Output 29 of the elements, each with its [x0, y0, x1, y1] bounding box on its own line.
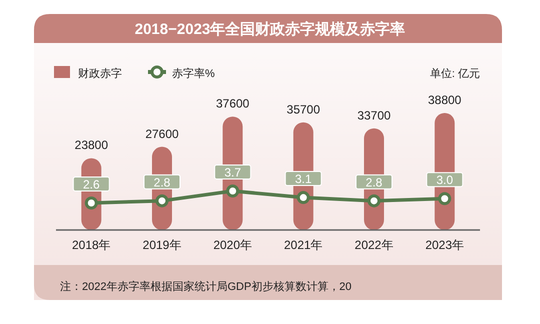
data-label: 38800	[428, 93, 462, 107]
point	[156, 194, 168, 208]
data-label: 37600	[216, 96, 250, 111]
x-tick-label: 2023年	[425, 238, 464, 252]
x-tick-label: 2019年	[142, 238, 182, 252]
data-label: 2.8	[154, 175, 171, 190]
x-tick-label: 2020年	[213, 238, 252, 252]
chart-title: 2018−2023年全国财政赤字规模及赤字率	[134, 20, 406, 38]
text: 单位: 亿元	[430, 67, 480, 80]
point	[226, 184, 240, 198]
point	[368, 194, 380, 208]
point	[84, 196, 98, 210]
data-label: 2.8	[366, 175, 383, 190]
data-label: 3.1	[294, 172, 312, 186]
data-label: 35700	[286, 102, 320, 116]
data-label: 27600	[145, 126, 180, 141]
data-label: 3.7	[224, 166, 242, 180]
data-label: 3.0	[436, 173, 454, 188]
data-label: 2.6	[82, 178, 100, 192]
data-label: 23800	[74, 138, 108, 152]
x-tick-label: 2018年	[72, 238, 111, 252]
text: 注：2022年赤字率根据国家统计局GDP初步核算数计算，20	[60, 280, 352, 293]
point	[296, 191, 310, 204]
data-label: 33700	[357, 108, 392, 122]
x-tick-label: 2021年	[284, 238, 323, 252]
legend-label: 赤字率%	[172, 67, 215, 80]
legend-label: 财政赤字	[78, 67, 122, 80]
x-tick-label: 2022年	[354, 238, 394, 252]
point	[438, 192, 452, 206]
